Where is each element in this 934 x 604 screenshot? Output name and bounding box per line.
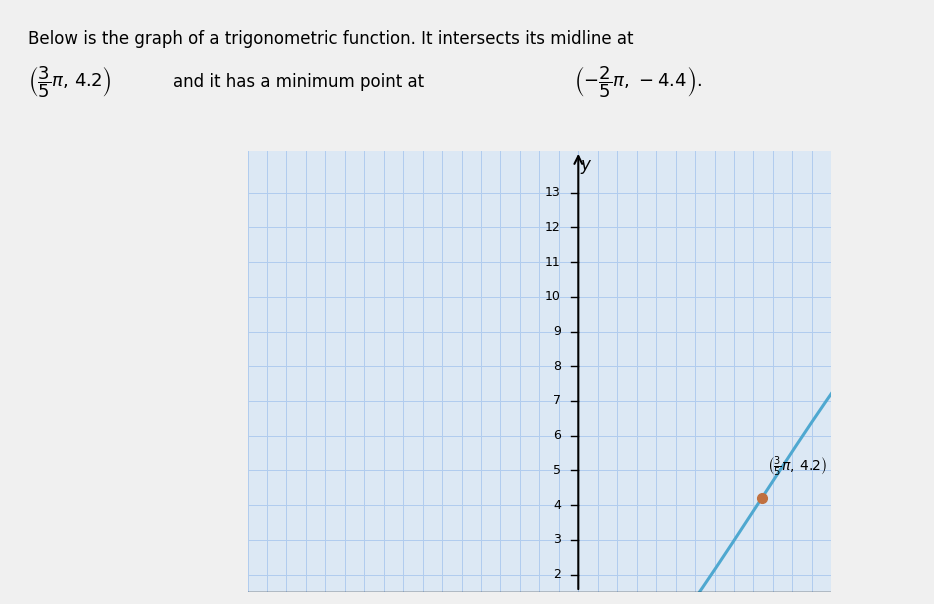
Text: 8: 8 bbox=[553, 360, 560, 373]
Text: 6: 6 bbox=[553, 429, 560, 442]
Text: $\left(\dfrac{3}{5}\pi,\,4.2\right)$: $\left(\dfrac{3}{5}\pi,\,4.2\right)$ bbox=[28, 64, 112, 100]
Text: $\left(\frac{3}{5}\pi,\,4.2\right)$: $\left(\frac{3}{5}\pi,\,4.2\right)$ bbox=[767, 455, 827, 479]
Text: 12: 12 bbox=[545, 221, 560, 234]
Text: 3: 3 bbox=[553, 533, 560, 547]
Text: 10: 10 bbox=[545, 291, 560, 303]
Text: Below is the graph of a trigonometric function. It intersects its midline at: Below is the graph of a trigonometric fu… bbox=[28, 30, 633, 48]
Text: 7: 7 bbox=[553, 394, 560, 408]
Text: y: y bbox=[580, 156, 590, 174]
Text: 9: 9 bbox=[553, 325, 560, 338]
Text: 5: 5 bbox=[553, 464, 560, 477]
Text: and it has a minimum point at: and it has a minimum point at bbox=[173, 73, 424, 91]
Text: $\left(-\dfrac{2}{5}\pi,\,-4.4\right).$: $\left(-\dfrac{2}{5}\pi,\,-4.4\right).$ bbox=[574, 64, 702, 100]
Text: 13: 13 bbox=[545, 186, 560, 199]
Text: 2: 2 bbox=[553, 568, 560, 581]
Text: 11: 11 bbox=[545, 255, 560, 269]
Text: 4: 4 bbox=[553, 499, 560, 512]
